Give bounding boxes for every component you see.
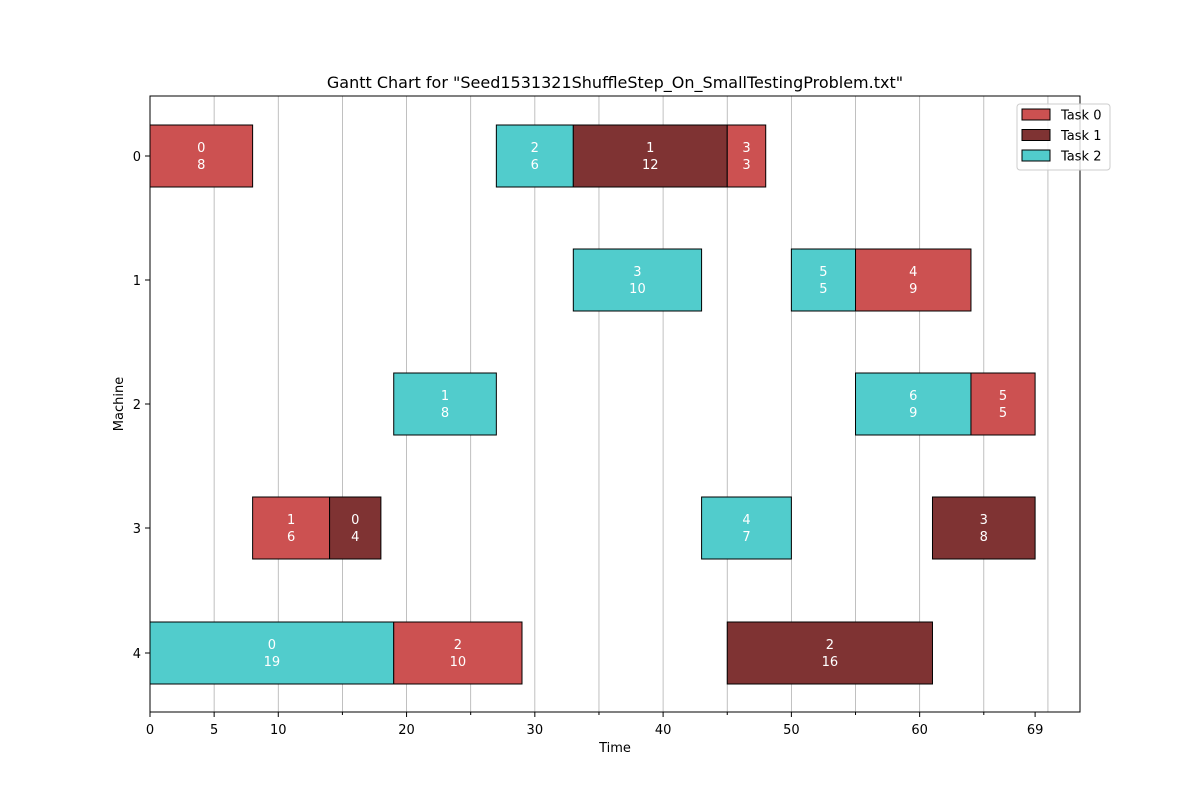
bar-label-duration: 4 bbox=[351, 530, 359, 545]
x-tick-label: 0 bbox=[146, 723, 154, 738]
bar-label-duration: 5 bbox=[819, 282, 827, 297]
legend-label: Task 1 bbox=[1060, 129, 1101, 144]
bar-label-duration: 12 bbox=[642, 158, 659, 173]
bar-label-duration: 19 bbox=[264, 655, 281, 670]
bar-label-duration: 7 bbox=[742, 530, 750, 545]
bar-label-op: 3 bbox=[633, 265, 641, 280]
x-tick-label: 40 bbox=[655, 723, 672, 738]
bar-label-op: 2 bbox=[454, 638, 462, 653]
bar-label-duration: 10 bbox=[450, 655, 467, 670]
legend-swatch bbox=[1021, 129, 1051, 141]
x-tick-label: 20 bbox=[398, 723, 415, 738]
gantt-bar bbox=[931, 496, 1036, 560]
bar-label-op: 5 bbox=[999, 389, 1007, 404]
y-axis: 0 1 2 3 4 bbox=[133, 150, 150, 662]
bar-label-duration: 9 bbox=[909, 406, 917, 421]
gantt-bar bbox=[726, 621, 933, 685]
gantt-bar bbox=[970, 372, 1036, 436]
x-tick-label: 30 bbox=[527, 723, 544, 738]
gantt-bar bbox=[726, 124, 767, 188]
gantt-bar bbox=[701, 496, 792, 560]
x-tick-label: 5 bbox=[210, 723, 218, 738]
bar-label-duration: 8 bbox=[441, 406, 449, 421]
bar-label-op: 0 bbox=[351, 513, 359, 528]
gantt-bar bbox=[149, 124, 254, 188]
bar-label-duration: 16 bbox=[822, 655, 839, 670]
gantt-bar bbox=[393, 372, 497, 436]
bar-label-duration: 3 bbox=[742, 158, 750, 173]
bar-label-op: 3 bbox=[742, 141, 750, 156]
bar-label-op: 0 bbox=[268, 638, 276, 653]
bar-label-op: 2 bbox=[826, 638, 834, 653]
y-tick-label: 1 bbox=[133, 274, 141, 289]
bar-label-duration: 6 bbox=[531, 158, 539, 173]
bar-label-duration: 8 bbox=[980, 530, 988, 545]
bar-label-op: 1 bbox=[646, 141, 654, 156]
gantt-bar bbox=[855, 248, 972, 312]
bar-label-op: 5 bbox=[819, 265, 827, 280]
bar-label-duration: 10 bbox=[629, 282, 646, 297]
gantt-bar bbox=[393, 621, 523, 685]
x-tick-label: 10 bbox=[270, 723, 287, 738]
x-axis-label: Time bbox=[598, 741, 631, 756]
x-tick-label: 50 bbox=[783, 723, 800, 738]
legend-swatch bbox=[1021, 108, 1051, 121]
bar-label-op: 0 bbox=[197, 141, 205, 156]
legend-label: Task 0 bbox=[1060, 109, 1101, 124]
gantt-bar bbox=[790, 248, 857, 312]
gantt-bar bbox=[329, 496, 382, 560]
bar-label-duration: 8 bbox=[197, 158, 205, 173]
y-axis-label: Machine bbox=[112, 377, 127, 431]
y-tick-label: 4 bbox=[133, 647, 141, 662]
gantt-bar bbox=[252, 496, 331, 560]
bar-label-op: 3 bbox=[980, 513, 988, 528]
gantt-bar bbox=[572, 124, 728, 188]
y-tick-label: 2 bbox=[133, 398, 141, 413]
bar-label-op: 6 bbox=[909, 389, 917, 404]
bar-label-op: 1 bbox=[441, 389, 449, 404]
y-tick-label: 3 bbox=[133, 522, 141, 537]
x-axis: 0 5 10 20 30 40 50 60 69 bbox=[146, 712, 1044, 738]
bar-label-duration: 9 bbox=[909, 282, 917, 297]
gantt-bar bbox=[572, 248, 703, 312]
x-tick-label: 69 bbox=[1027, 723, 1044, 738]
gantt-bar bbox=[855, 372, 972, 436]
bar-label-duration: 5 bbox=[999, 406, 1007, 421]
bar-label-op: 1 bbox=[287, 513, 295, 528]
x-tick-label: 60 bbox=[911, 723, 928, 738]
legend-label: Task 2 bbox=[1060, 150, 1101, 165]
y-tick-label: 0 bbox=[133, 150, 141, 165]
legend: Task 0 Task 1 Task 2 bbox=[1016, 103, 1111, 171]
gantt-bar bbox=[149, 621, 395, 685]
bar-label-op: 2 bbox=[531, 141, 539, 156]
bar-label-op: 4 bbox=[909, 265, 917, 280]
bar-label-duration: 6 bbox=[287, 530, 295, 545]
bar-label-op: 4 bbox=[742, 513, 750, 528]
chart-title: Gantt Chart for "Seed1531321ShuffleStep_… bbox=[327, 73, 903, 93]
gantt-bar bbox=[495, 124, 574, 188]
legend-swatch bbox=[1021, 149, 1051, 162]
